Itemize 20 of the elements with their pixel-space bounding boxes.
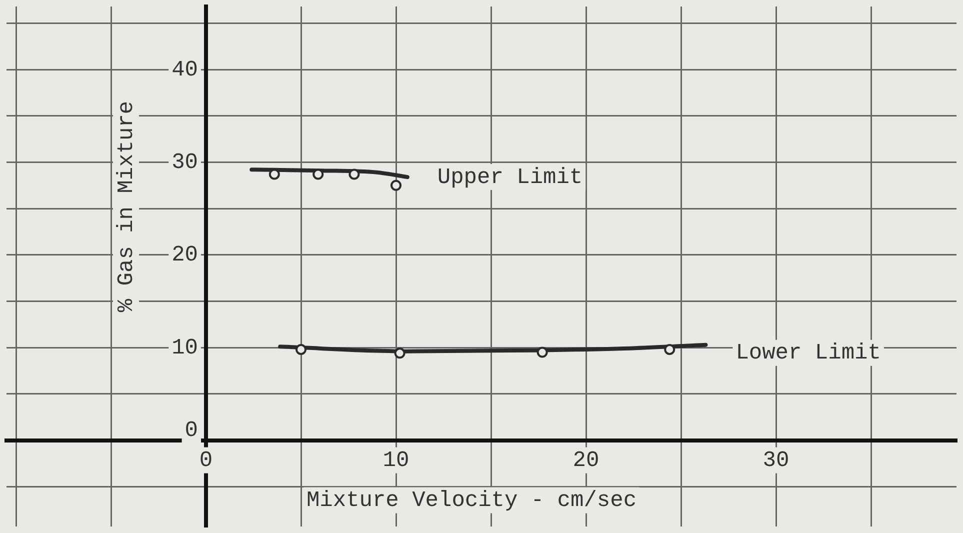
point — [296, 344, 306, 355]
x-tick-label: 10 — [382, 448, 410, 474]
point — [312, 168, 324, 180]
y-tick-label: 40 — [172, 57, 198, 82]
point — [394, 348, 406, 359]
y-tick-label: 30 — [172, 150, 198, 176]
point — [664, 344, 676, 355]
point — [390, 180, 402, 191]
y-tick-label: 10 — [172, 335, 198, 360]
series-label: Lower Limit — [736, 340, 881, 366]
x-tick-label: 20 — [572, 448, 600, 474]
line-series — [250, 168, 410, 180]
point — [536, 346, 548, 358]
y-tick-label: 20 — [172, 242, 198, 268]
x-tick-label: 30 — [762, 448, 790, 474]
y-tick-label: 0 — [184, 418, 198, 444]
series-label: Upper Limit — [437, 164, 583, 190]
x-axis-title: Mixture Velocity - cm/sec — [306, 488, 637, 514]
y-axis-title: % Gas in Mixture — [114, 100, 139, 312]
point — [348, 168, 360, 180]
